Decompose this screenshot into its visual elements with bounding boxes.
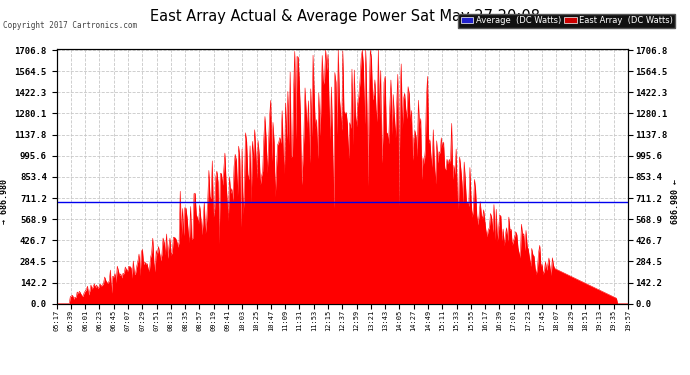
Text: 686.980 ←: 686.980 ← [671,179,680,224]
Legend: Average  (DC Watts), East Array  (DC Watts): Average (DC Watts), East Array (DC Watts… [458,13,676,27]
Text: East Array Actual & Average Power Sat May 27 20:08: East Array Actual & Average Power Sat Ma… [150,9,540,24]
Text: → 686.980: → 686.980 [0,179,9,224]
Text: Copyright 2017 Cartronics.com: Copyright 2017 Cartronics.com [3,21,137,30]
